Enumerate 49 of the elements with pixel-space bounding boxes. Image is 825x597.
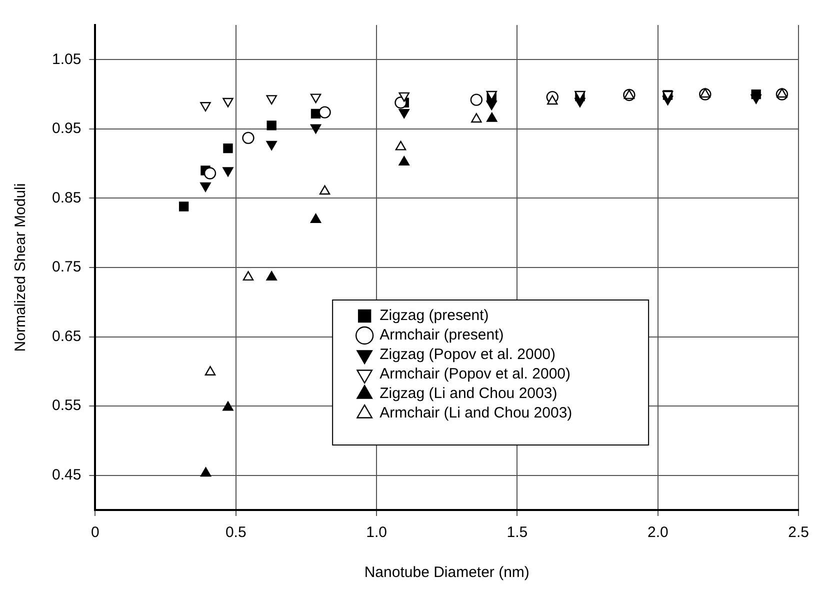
point — [222, 98, 234, 108]
x-tick-label: 0 — [91, 524, 100, 542]
point — [242, 271, 254, 281]
x-tick-label: 2.5 — [788, 524, 810, 542]
point — [470, 94, 483, 106]
legend-label: Armchair (Li and Chou 2003) — [380, 404, 572, 422]
point — [178, 202, 189, 212]
point — [266, 271, 277, 281]
point — [318, 106, 331, 118]
point — [310, 124, 322, 134]
x-tick-label: 1.0 — [366, 524, 387, 542]
point — [266, 140, 277, 150]
legend-label: Armchair (Popov et al. 2000) — [380, 366, 570, 383]
x-axis-title: Nanotube Diameter (nm) — [364, 564, 530, 582]
x-tick-label: 1.5 — [506, 524, 528, 542]
point — [222, 401, 234, 411]
point — [398, 108, 410, 118]
y-tick-label: 1.05 — [52, 50, 82, 68]
y-tick-label: 0.65 — [52, 328, 82, 345]
legend-label: Armchair (present) — [380, 326, 504, 344]
point — [486, 100, 497, 110]
point — [200, 102, 211, 112]
y-axis-title: Normalized Shear Moduli — [12, 183, 30, 352]
point — [204, 366, 216, 376]
point — [266, 95, 277, 105]
point — [222, 167, 234, 177]
legend-label: Zigzag (Popov et al. 2000) — [380, 346, 556, 364]
x-tick-label: 0.5 — [225, 524, 246, 542]
y-tick-label: 0.55 — [52, 397, 82, 414]
point — [398, 156, 410, 166]
point — [242, 132, 254, 144]
point — [310, 94, 322, 104]
point — [574, 98, 586, 108]
point — [310, 214, 322, 224]
point — [200, 467, 212, 477]
point — [319, 185, 330, 195]
y-tick-label: 0.45 — [52, 466, 82, 484]
point — [223, 143, 233, 154]
point — [750, 94, 762, 104]
legend-label: Zigzag (present) — [380, 307, 489, 324]
point — [204, 167, 216, 180]
legend-label: Zigzag (Li and Chou 2003) — [380, 385, 558, 402]
x-tick-label: 2.0 — [647, 524, 668, 542]
y-tick-label: 0.75 — [52, 258, 82, 276]
y-tick-label: 0.95 — [52, 120, 82, 138]
point — [266, 120, 276, 130]
y-tick-label: 0.85 — [52, 189, 82, 206]
point — [398, 92, 410, 102]
point — [200, 182, 211, 192]
